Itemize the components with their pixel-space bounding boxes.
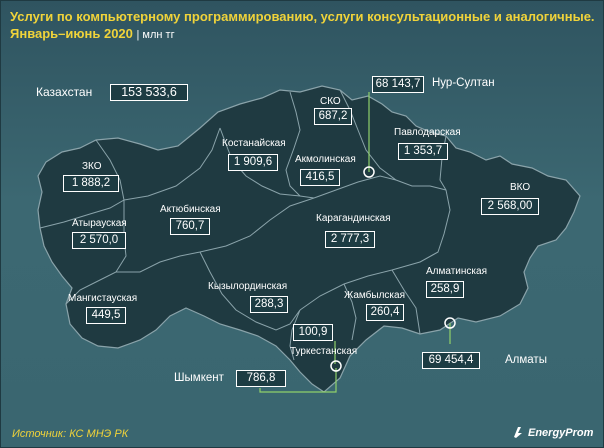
title-period: Январь–июнь 2020 [10, 26, 133, 41]
map-title: Услуги по компьютерному программированию… [10, 8, 600, 44]
region-value-turkestan: 100,9 [293, 324, 333, 341]
region-label-sko: СКО [320, 96, 341, 107]
region-value-kyzylorda: 288,3 [250, 296, 288, 313]
region-label-akmola: Акмолинская [295, 154, 356, 165]
region-value-sko: 687,2 [314, 108, 352, 125]
country-outline [37, 85, 581, 393]
title-unit: | млн тг [136, 29, 175, 41]
region-label-turkestan: Туркестанская [290, 346, 358, 357]
city-value-shymkent: 786,8 [236, 370, 286, 387]
region-label-mangistau: Мангистауская [68, 293, 138, 304]
region-label-pavlodar: Павлодарская [394, 127, 461, 138]
energyprom-logo: EnergyProm [512, 425, 598, 443]
shymkent-marker [330, 360, 342, 372]
city-label-almaty: Алматы [505, 354, 547, 366]
region-label-zko: ЗКО [82, 161, 102, 172]
source-note: Источник: КС МНЭ РК [12, 428, 129, 440]
region-label-kostanay: Костанайская [222, 138, 286, 149]
region-label-almaty-region: Алматинская [426, 266, 487, 277]
region-value-karaganda: 2 777,3 [325, 231, 375, 248]
city-value-nursultan: 68 143,7 [372, 76, 424, 93]
city-label-shymkent: Шымкент [174, 372, 224, 384]
kazakhstan-label: Казахстан [36, 85, 93, 99]
region-label-karaganda: Карагандинская [316, 213, 391, 224]
region-value-atyrau: 2 570,0 [72, 232, 126, 249]
logo-text: EnergyProm [528, 427, 594, 439]
title-line-1: Услуги по компьютерному программированию… [10, 9, 595, 24]
region-label-aktobe: Актюбинская [160, 204, 221, 215]
title-line-2: Январь–июнь 2020 | млн тг [10, 25, 600, 44]
connector-lines [259, 92, 451, 393]
region-label-vko: ВКО [510, 182, 531, 193]
kazakhstan-total-value: 153 533,6 [110, 84, 188, 101]
region-value-kostanay: 1 909,6 [228, 154, 278, 171]
city-label-nursultan: Нур-Султан [432, 77, 495, 89]
nursultan-marker [363, 166, 375, 178]
logo-icon [514, 427, 522, 438]
region-value-aktobe: 760,7 [170, 218, 210, 235]
region-value-pavlodar: 1 353,7 [398, 143, 448, 160]
region-value-zhambyl: 260,4 [366, 304, 404, 321]
region-value-akmola: 416,5 [300, 169, 340, 186]
region-value-vko: 2 568,00 [481, 198, 539, 215]
region-label-kyzylorda: Кызылординская [208, 281, 288, 292]
region-value-zko: 1 888,2 [63, 175, 119, 192]
city-value-almaty: 69 454,4 [422, 352, 480, 369]
region-value-almaty-region: 258,9 [426, 281, 464, 298]
almaty-marker [444, 317, 456, 329]
region-label-zhambyl: Жамбылская [344, 290, 405, 301]
region-value-mangistau: 449,5 [86, 307, 126, 324]
region-label-atyrau: Атырауская [72, 218, 127, 229]
